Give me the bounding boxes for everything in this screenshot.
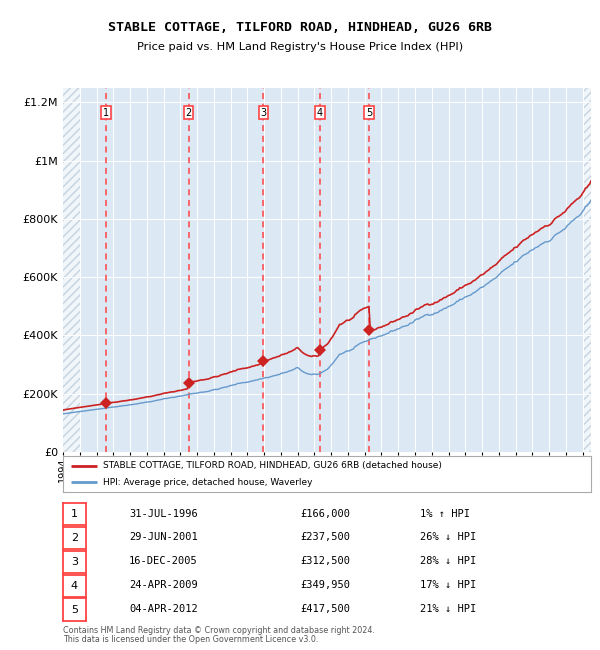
Text: Price paid vs. HM Land Registry's House Price Index (HPI): Price paid vs. HM Land Registry's House … [137, 42, 463, 52]
Text: 1: 1 [71, 510, 78, 519]
Text: £237,500: £237,500 [300, 532, 350, 543]
Text: HPI: Average price, detached house, Waverley: HPI: Average price, detached house, Wave… [103, 478, 312, 487]
Text: £166,000: £166,000 [300, 509, 350, 519]
Text: £349,950: £349,950 [300, 580, 350, 590]
Text: 1: 1 [103, 107, 109, 118]
Text: £312,500: £312,500 [300, 556, 350, 566]
Text: 4: 4 [317, 107, 323, 118]
Text: 24-APR-2009: 24-APR-2009 [129, 580, 198, 590]
Text: STABLE COTTAGE, TILFORD ROAD, HINDHEAD, GU26 6RB: STABLE COTTAGE, TILFORD ROAD, HINDHEAD, … [108, 21, 492, 34]
Text: STABLE COTTAGE, TILFORD ROAD, HINDHEAD, GU26 6RB (detached house): STABLE COTTAGE, TILFORD ROAD, HINDHEAD, … [103, 462, 442, 471]
Text: 3: 3 [260, 107, 266, 118]
Text: 04-APR-2012: 04-APR-2012 [129, 604, 198, 614]
Text: 26% ↓ HPI: 26% ↓ HPI [420, 532, 476, 543]
Text: 2: 2 [71, 533, 78, 543]
Text: 5: 5 [366, 107, 372, 118]
Text: 3: 3 [71, 557, 78, 567]
Text: 31-JUL-1996: 31-JUL-1996 [129, 509, 198, 519]
Text: £417,500: £417,500 [300, 604, 350, 614]
Text: 28% ↓ HPI: 28% ↓ HPI [420, 556, 476, 566]
Text: This data is licensed under the Open Government Licence v3.0.: This data is licensed under the Open Gov… [63, 635, 319, 644]
Text: 2: 2 [185, 107, 191, 118]
Text: 17% ↓ HPI: 17% ↓ HPI [420, 580, 476, 590]
Text: 21% ↓ HPI: 21% ↓ HPI [420, 604, 476, 614]
Text: 5: 5 [71, 604, 78, 614]
Text: Contains HM Land Registry data © Crown copyright and database right 2024.: Contains HM Land Registry data © Crown c… [63, 626, 375, 635]
Text: 1% ↑ HPI: 1% ↑ HPI [420, 509, 470, 519]
Text: 4: 4 [71, 580, 78, 591]
Text: 16-DEC-2005: 16-DEC-2005 [129, 556, 198, 566]
Text: 29-JUN-2001: 29-JUN-2001 [129, 532, 198, 543]
